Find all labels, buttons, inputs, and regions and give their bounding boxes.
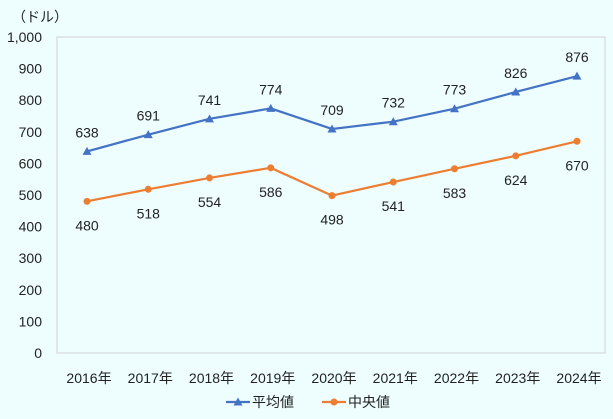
y-tick-label: 1,000 — [7, 29, 42, 45]
data-point — [206, 174, 213, 182]
data-label: 554 — [198, 194, 222, 210]
legend-label: 平均値 — [252, 394, 294, 410]
x-tick-label: 2018年 — [189, 370, 234, 386]
data-label: 691 — [137, 108, 161, 124]
x-tick-label: 2017年 — [128, 370, 173, 386]
data-point — [327, 124, 337, 133]
data-point — [572, 71, 582, 80]
data-label: 876 — [565, 49, 589, 65]
y-tick-label: 400 — [19, 219, 43, 235]
y-tick-label: 900 — [19, 61, 43, 77]
data-point — [143, 130, 153, 139]
y-tick-label: 500 — [19, 187, 43, 203]
y-tick-label: 100 — [19, 313, 43, 329]
data-point — [266, 103, 276, 112]
data-point — [83, 197, 91, 205]
x-tick-label: 2023年 — [495, 370, 540, 386]
data-label: 518 — [137, 205, 161, 221]
data-point — [389, 178, 397, 186]
x-tick-label: 2021年 — [373, 370, 418, 386]
y-tick-label: 200 — [19, 282, 43, 298]
data-point — [512, 152, 520, 160]
y-tick-label: 300 — [19, 250, 43, 266]
data-label: 773 — [443, 82, 467, 98]
data-point — [451, 165, 458, 173]
data-label: 670 — [565, 157, 589, 173]
legend-item: 平均値 — [226, 394, 294, 410]
x-tick-label: 2024年 — [556, 370, 601, 386]
data-point — [267, 164, 275, 172]
data-point — [144, 185, 152, 193]
y-tick-label: 700 — [19, 124, 43, 140]
y-axis-unit-label: （ドル） — [12, 9, 68, 25]
legend-marker — [330, 398, 338, 406]
legend-label: 中央値 — [348, 394, 390, 410]
data-point — [205, 114, 214, 123]
data-label: 638 — [75, 124, 99, 140]
data-label: 624 — [504, 172, 528, 188]
x-tick-label: 2016年 — [66, 370, 111, 386]
data-label: 583 — [443, 185, 467, 201]
series-mean: 638 691 741 774 709 732 773 826 876 — [75, 49, 589, 155]
data-point — [328, 192, 336, 200]
legend-item: 中央値 — [322, 394, 390, 410]
data-label: 586 — [259, 184, 283, 200]
data-point — [573, 137, 581, 145]
data-label: 741 — [198, 92, 222, 108]
data-label: 826 — [504, 65, 528, 81]
data-point — [511, 87, 521, 96]
data-label: 541 — [382, 198, 406, 214]
data-label: 774 — [259, 81, 283, 97]
y-tick-label: 0 — [34, 345, 42, 361]
series-median: 480 518 554 586 498 541 583 624 670 — [75, 137, 589, 233]
legend-marker — [233, 397, 243, 406]
data-point — [450, 104, 459, 113]
data-label: 480 — [75, 217, 99, 233]
x-tick-label: 2019年 — [250, 370, 295, 386]
data-label: 709 — [320, 102, 344, 118]
data-point — [388, 117, 398, 126]
data-label: 498 — [320, 212, 344, 228]
y-tick-label: 600 — [19, 155, 43, 171]
x-tick-label: 2020年 — [311, 370, 356, 386]
data-point — [82, 146, 92, 155]
data-label: 732 — [382, 95, 406, 111]
y-tick-label: 800 — [19, 92, 43, 108]
x-tick-label: 2022年 — [434, 370, 479, 386]
